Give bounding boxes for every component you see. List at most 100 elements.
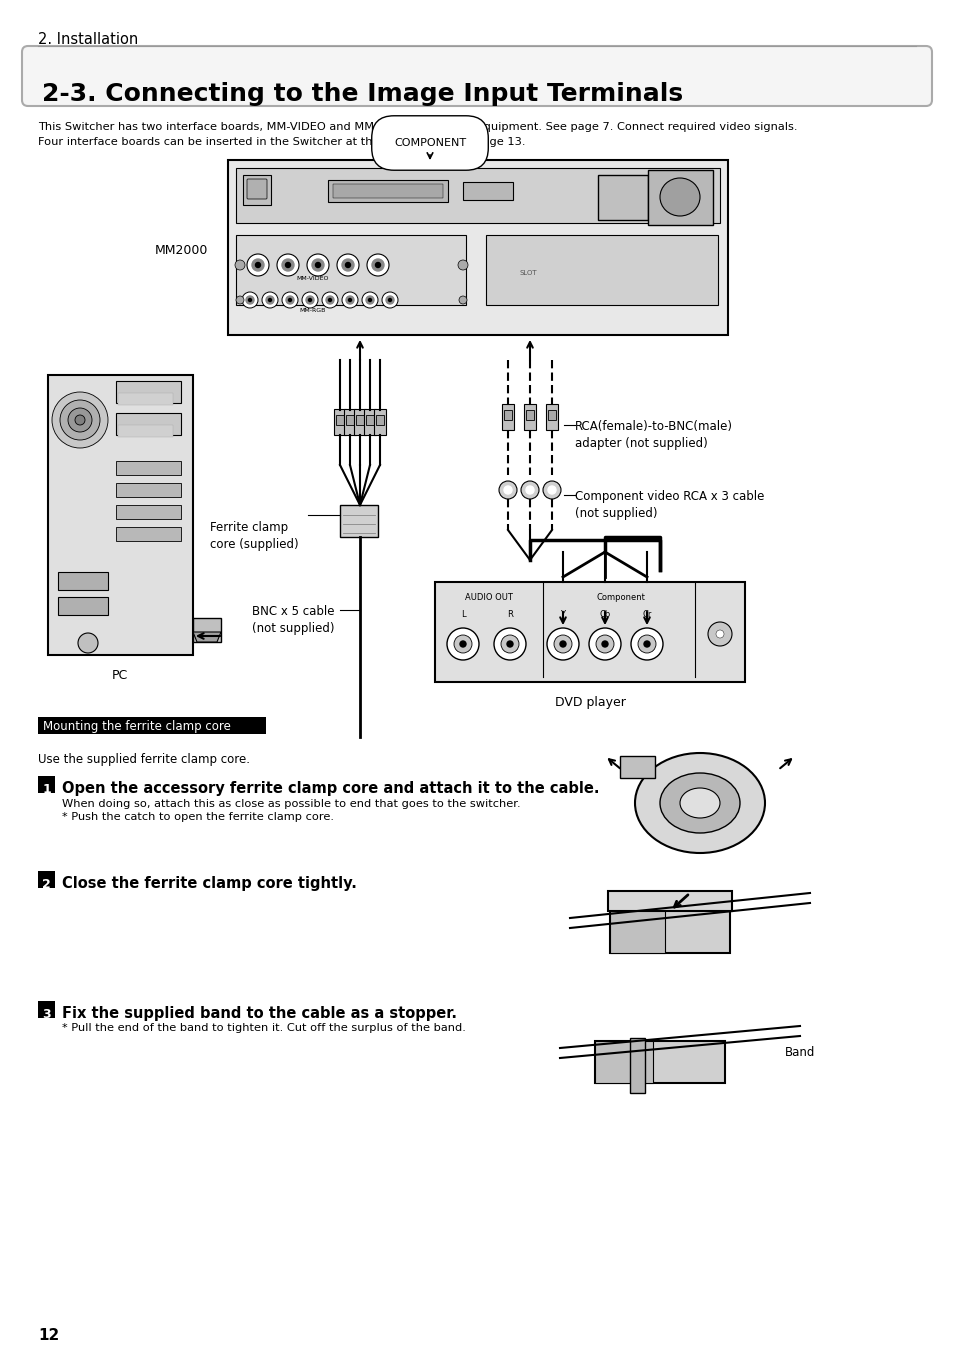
Circle shape: [601, 642, 607, 647]
Text: Fix the supplied band to the cable as a stopper.: Fix the supplied band to the cable as a …: [62, 1006, 456, 1020]
Circle shape: [503, 487, 512, 493]
Bar: [116, 527, 181, 541]
Text: Use the supplied ferrite clamp core.: Use the supplied ferrite clamp core.: [38, 754, 250, 766]
Circle shape: [282, 293, 297, 307]
Bar: [243, 175, 271, 205]
Text: Cb: Cb: [598, 611, 610, 619]
Circle shape: [525, 487, 534, 493]
Text: PC: PC: [112, 669, 128, 682]
Circle shape: [242, 293, 257, 307]
Circle shape: [596, 635, 614, 652]
Circle shape: [75, 415, 85, 425]
Bar: [48, 375, 193, 655]
Bar: [609, 909, 729, 953]
Circle shape: [255, 263, 260, 267]
Circle shape: [312, 259, 324, 271]
Circle shape: [375, 263, 380, 267]
Text: Ferrite clamp
core (supplied): Ferrite clamp core (supplied): [210, 520, 298, 551]
Bar: [116, 381, 181, 403]
Bar: [58, 597, 108, 615]
Bar: [333, 183, 442, 198]
Circle shape: [234, 260, 245, 270]
Text: Four interface boards can be inserted in the Switcher at the same time. See page: Four interface boards can be inserted in…: [38, 137, 525, 147]
Bar: [38, 717, 266, 735]
Bar: [354, 408, 366, 435]
Circle shape: [494, 628, 525, 661]
Text: SLOT: SLOT: [518, 270, 537, 276]
Circle shape: [520, 481, 538, 499]
Bar: [355, 415, 364, 425]
Circle shape: [707, 621, 731, 646]
Text: * Push the catch to open the ferrite clamp core.: * Push the catch to open the ferrite cla…: [62, 811, 334, 822]
Circle shape: [588, 628, 620, 661]
Circle shape: [268, 298, 272, 302]
Text: R: R: [507, 611, 513, 619]
Text: This Switcher has two interface boards, MM-VIDEO and MM-RGB as standard equipmen: This Switcher has two interface boards, …: [38, 123, 797, 132]
Circle shape: [336, 253, 358, 276]
Bar: [334, 408, 346, 435]
Circle shape: [328, 298, 331, 302]
Circle shape: [78, 634, 98, 652]
Circle shape: [457, 260, 468, 270]
Bar: [598, 175, 647, 220]
Text: MM-RGB: MM-RGB: [299, 307, 326, 313]
Circle shape: [348, 298, 351, 302]
Circle shape: [559, 642, 565, 647]
Text: Open the accessory ferrite clamp core and attach it to the cable.: Open the accessory ferrite clamp core an…: [62, 780, 598, 797]
Circle shape: [643, 642, 649, 647]
Text: Y: Y: [560, 611, 565, 619]
Circle shape: [547, 487, 556, 493]
Text: 1: 1: [42, 783, 51, 797]
Bar: [38, 1002, 55, 1018]
Circle shape: [60, 400, 100, 439]
Bar: [228, 160, 727, 336]
Bar: [547, 410, 556, 421]
Circle shape: [388, 298, 391, 302]
Ellipse shape: [659, 178, 700, 216]
Circle shape: [262, 293, 277, 307]
Ellipse shape: [679, 789, 720, 818]
Bar: [525, 410, 534, 421]
Circle shape: [386, 297, 394, 305]
Circle shape: [266, 297, 274, 305]
Text: Close the ferrite clamp core tightly.: Close the ferrite clamp core tightly.: [62, 876, 356, 891]
Circle shape: [367, 253, 389, 276]
Bar: [545, 404, 558, 430]
Circle shape: [247, 253, 269, 276]
Circle shape: [252, 259, 264, 271]
Bar: [335, 415, 344, 425]
Circle shape: [458, 297, 467, 305]
Bar: [118, 394, 172, 404]
Circle shape: [546, 628, 578, 661]
Text: COMPONENT: COMPONENT: [394, 137, 466, 148]
Ellipse shape: [635, 754, 764, 853]
Circle shape: [381, 293, 397, 307]
Text: Mounting the ferrite clamp core: Mounting the ferrite clamp core: [43, 720, 231, 733]
Bar: [235, 235, 465, 305]
Circle shape: [326, 297, 334, 305]
Circle shape: [341, 259, 354, 271]
Circle shape: [454, 635, 472, 652]
Bar: [193, 617, 221, 642]
Bar: [235, 168, 720, 222]
Circle shape: [638, 635, 656, 652]
Text: When doing so, attach this as close as possible to end that goes to the switcher: When doing so, attach this as close as p…: [62, 799, 520, 809]
Text: RCA(female)-to-BNC(male)
adapter (not supplied): RCA(female)-to-BNC(male) adapter (not su…: [575, 421, 732, 450]
Text: MM-VIDEO: MM-VIDEO: [296, 276, 329, 280]
Bar: [38, 776, 55, 793]
Bar: [619, 756, 655, 778]
Text: Component: Component: [596, 593, 645, 603]
Text: MM2000: MM2000: [154, 244, 208, 256]
Bar: [116, 483, 181, 497]
Circle shape: [302, 293, 317, 307]
Text: Component video RCA x 3 cable
(not supplied): Component video RCA x 3 cable (not suppl…: [575, 491, 763, 520]
Circle shape: [542, 481, 560, 499]
FancyBboxPatch shape: [22, 46, 931, 106]
Text: AUDIO OUT: AUDIO OUT: [464, 593, 513, 603]
Circle shape: [52, 392, 108, 448]
Circle shape: [306, 297, 314, 305]
Bar: [118, 425, 172, 437]
Circle shape: [368, 298, 371, 302]
Circle shape: [716, 630, 723, 638]
Text: L: L: [460, 611, 465, 619]
